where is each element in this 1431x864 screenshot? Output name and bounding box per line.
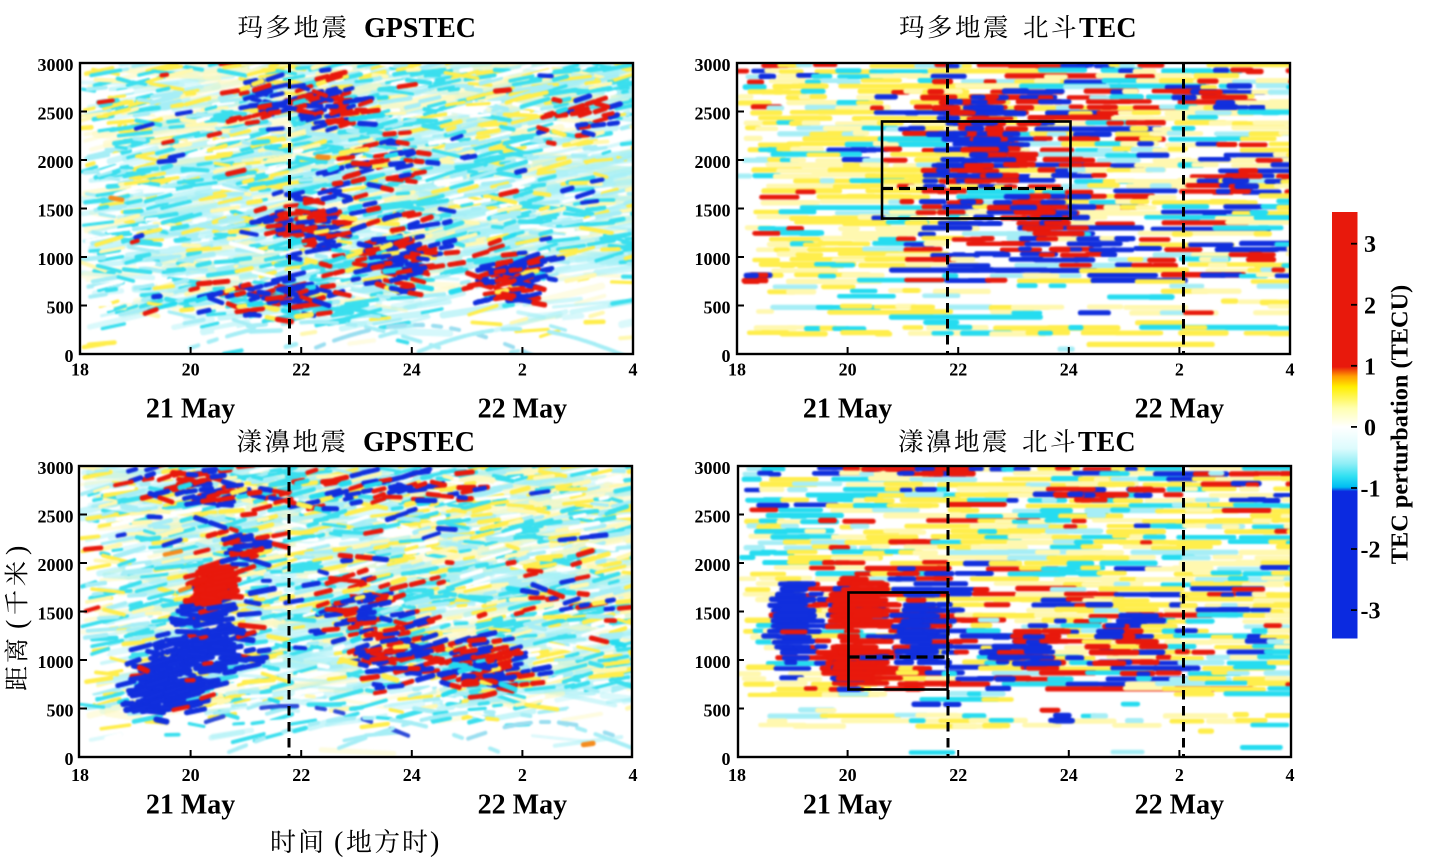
svg-text:2500: 2500: [695, 104, 731, 124]
svg-text:22 May: 22 May: [478, 790, 567, 821]
svg-text:20: 20: [839, 360, 857, 380]
svg-text:22 May: 22 May: [1135, 394, 1224, 425]
svg-text:1000: 1000: [695, 652, 731, 672]
svg-text:1000: 1000: [38, 249, 74, 269]
svg-text:): ): [2, 546, 33, 555]
svg-text:0: 0: [65, 749, 74, 769]
svg-text:(: (: [2, 620, 33, 629]
svg-text:TEC: TEC: [1078, 427, 1136, 458]
svg-text:2000: 2000: [695, 152, 731, 172]
svg-text:1500: 1500: [38, 201, 74, 221]
svg-text:1000: 1000: [38, 652, 74, 672]
svg-text:2: 2: [518, 360, 527, 380]
svg-text:21 May: 21 May: [803, 394, 892, 425]
svg-text:18: 18: [71, 360, 89, 380]
svg-text:2: 2: [1175, 765, 1184, 785]
svg-text:2000: 2000: [38, 555, 74, 575]
svg-text:24: 24: [1060, 765, 1078, 785]
svg-text:20: 20: [182, 360, 200, 380]
svg-text:-3: -3: [1361, 599, 1381, 625]
svg-text:20: 20: [182, 765, 200, 785]
svg-text:3000: 3000: [38, 55, 74, 75]
svg-text:2: 2: [1175, 360, 1184, 380]
svg-text:TEC perturbation (TECU): TEC perturbation (TECU): [1387, 285, 1414, 564]
svg-text:21 May: 21 May: [803, 790, 892, 821]
svg-text:22: 22: [949, 360, 967, 380]
svg-text:2: 2: [1364, 293, 1376, 319]
svg-text:3000: 3000: [38, 458, 74, 478]
svg-text:0: 0: [722, 346, 731, 366]
svg-text:GPSTEC: GPSTEC: [364, 13, 476, 44]
svg-text:18: 18: [728, 360, 746, 380]
svg-text:2: 2: [518, 765, 527, 785]
svg-text:-1: -1: [1361, 477, 1381, 503]
svg-text:1: 1: [1364, 354, 1376, 380]
svg-text:24: 24: [403, 360, 421, 380]
svg-text:18: 18: [71, 765, 89, 785]
svg-text:0: 0: [1364, 415, 1376, 441]
svg-text:24: 24: [403, 765, 421, 785]
svg-text:1500: 1500: [695, 604, 731, 624]
svg-text:2000: 2000: [38, 152, 74, 172]
svg-text:22: 22: [292, 360, 310, 380]
svg-text:2500: 2500: [38, 507, 74, 527]
svg-text:500: 500: [47, 701, 74, 721]
svg-text:-2: -2: [1361, 538, 1381, 564]
svg-text:500: 500: [47, 298, 74, 318]
svg-text:0: 0: [722, 749, 731, 769]
svg-text:22 May: 22 May: [1135, 790, 1224, 821]
svg-text:3000: 3000: [695, 458, 731, 478]
svg-text:2500: 2500: [695, 507, 731, 527]
svg-text:500: 500: [704, 701, 731, 721]
svg-text:1500: 1500: [38, 604, 74, 624]
svg-text:0: 0: [65, 346, 74, 366]
svg-text:4: 4: [1286, 360, 1295, 380]
svg-text:GPSTEC: GPSTEC: [363, 427, 475, 458]
svg-text:3000: 3000: [695, 55, 731, 75]
svg-text:21 May: 21 May: [146, 790, 235, 821]
svg-text:24: 24: [1060, 360, 1078, 380]
svg-text:18: 18: [728, 765, 746, 785]
svg-text:3: 3: [1364, 232, 1376, 258]
svg-text:1500: 1500: [695, 201, 731, 221]
svg-text:2500: 2500: [38, 104, 74, 124]
svg-text:4: 4: [1286, 765, 1295, 785]
svg-text:1000: 1000: [695, 249, 731, 269]
svg-text:500: 500: [704, 298, 731, 318]
svg-text:22 May: 22 May: [478, 394, 567, 425]
svg-text:4: 4: [629, 765, 638, 785]
svg-text:TEC: TEC: [1079, 13, 1137, 44]
svg-text:22: 22: [949, 765, 967, 785]
svg-text:4: 4: [629, 360, 638, 380]
svg-text:21 May: 21 May: [146, 394, 235, 425]
svg-text:2000: 2000: [695, 555, 731, 575]
svg-text:(: (: [334, 827, 343, 858]
svg-text:): ): [430, 827, 439, 858]
svg-text:22: 22: [292, 765, 310, 785]
svg-text:20: 20: [839, 765, 857, 785]
